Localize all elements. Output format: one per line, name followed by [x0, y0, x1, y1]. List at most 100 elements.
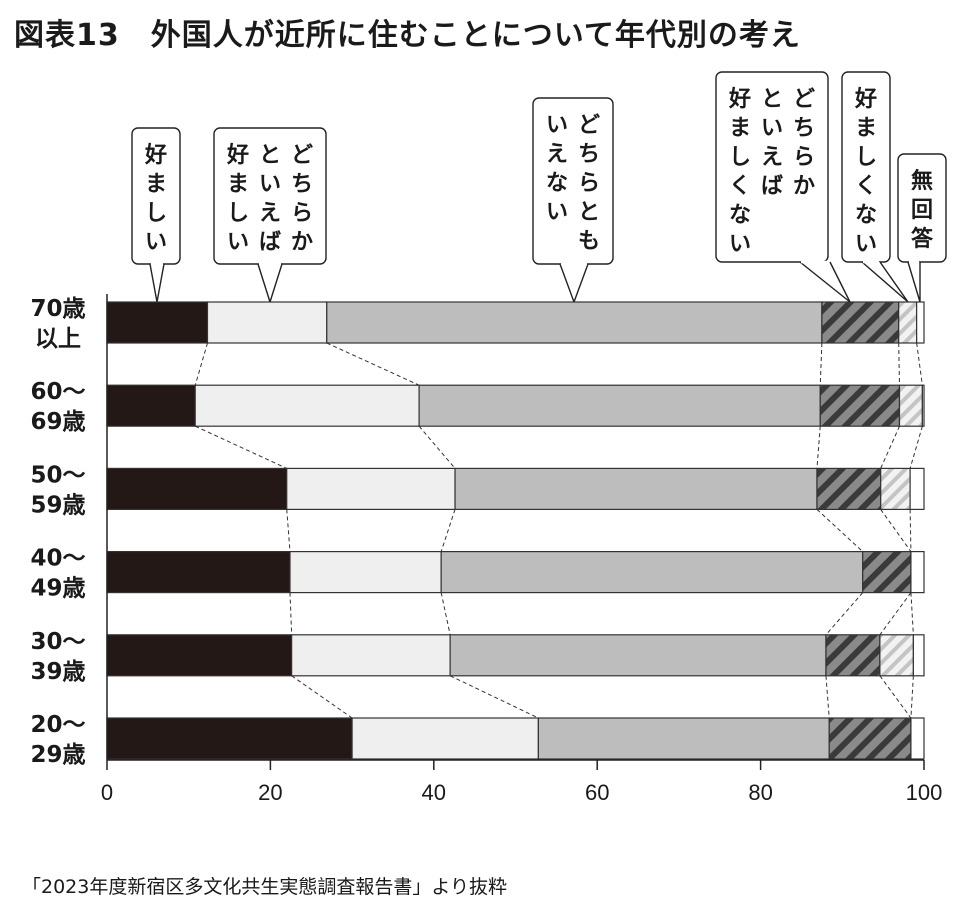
connector-line	[449, 675, 539, 719]
connector-line	[194, 342, 208, 386]
bar-segment	[825, 634, 881, 677]
callout-label: 好ましくない	[728, 86, 751, 257]
bar-segment	[106, 384, 196, 427]
bar-segment	[286, 467, 456, 510]
bar-segment	[418, 384, 821, 427]
bar-segment	[449, 634, 827, 677]
x-tick-label: 80	[748, 780, 772, 805]
connector-line	[825, 592, 864, 636]
connector-line	[879, 675, 912, 719]
connector-line	[418, 425, 456, 469]
category-label: 30〜 39歳	[30, 629, 85, 685]
callout-pointer	[559, 263, 589, 305]
connector-line	[909, 426, 923, 469]
legend-callout: 好ましい	[131, 127, 181, 303]
callout-label: 好ましい	[144, 142, 167, 255]
bar-row	[106, 467, 925, 510]
bar-segment	[194, 384, 420, 427]
callout-label: いえない	[546, 113, 568, 225]
callout-label: どちらか	[793, 87, 815, 199]
category-label: 20〜 29歳	[30, 712, 85, 768]
callout-label: 好ましくない	[854, 86, 877, 257]
bar-segment	[440, 550, 864, 594]
bar-segment	[819, 384, 901, 427]
connector-line	[816, 426, 821, 469]
connector-line	[880, 425, 900, 469]
source-note: 「2023年度新宿区多文化共生実態調査報告書」より抜粋	[22, 876, 507, 898]
connector-lines	[194, 342, 923, 719]
bar-segment	[289, 550, 442, 594]
callout-pointer	[861, 261, 909, 303]
connector-line	[916, 342, 923, 386]
connector-line	[898, 342, 900, 386]
bar-segment	[816, 467, 882, 510]
x-tick-label: 60	[585, 780, 609, 805]
bar-segment	[821, 301, 900, 344]
category-label: 50〜 59歳	[30, 462, 85, 518]
connector-line	[195, 425, 287, 469]
bar-segment	[909, 467, 925, 510]
connector-line	[879, 592, 912, 636]
bar-segment	[326, 301, 823, 344]
bar-segment	[898, 384, 923, 427]
bar-segment	[454, 467, 818, 510]
legend-callouts: 好ましいどちらかといえば好ましいどちらともいえないどちらかといえば好ましくない好…	[131, 71, 947, 305]
connector-line	[819, 342, 823, 386]
connector-line	[880, 509, 912, 552]
legend-callout: 好ましくない	[841, 71, 909, 303]
bar-segment	[862, 550, 912, 594]
bar-segment	[537, 717, 830, 760]
bar-row	[106, 634, 925, 677]
x-tick-label: 0	[101, 780, 113, 805]
category-label: 40〜 49歳	[30, 546, 85, 602]
callout-label: どちらとも	[578, 113, 600, 254]
bar-segment	[351, 717, 539, 760]
callout-box	[897, 153, 947, 263]
bar-segment	[106, 550, 291, 594]
connector-line	[910, 592, 914, 635]
connector-line	[289, 592, 293, 635]
callout-pointer	[799, 261, 851, 303]
callout-pointer	[149, 263, 165, 303]
bar-row	[106, 550, 925, 594]
bars	[106, 301, 925, 760]
callout-label: 好ましい	[226, 142, 249, 255]
bar-segment	[828, 717, 912, 760]
category-label: 70歳以上	[30, 296, 85, 352]
bar-segment	[106, 634, 293, 677]
bar-segment	[106, 717, 353, 760]
callout-pointer	[257, 263, 283, 305]
callout-box	[715, 71, 829, 263]
legend-callout: 無回答	[897, 153, 947, 303]
bar-segment	[910, 550, 925, 594]
bar-segment	[879, 634, 914, 677]
connector-line	[909, 509, 912, 552]
callout-label: 無回答	[911, 168, 934, 252]
bar-segment	[206, 301, 328, 344]
connector-line	[286, 509, 291, 552]
callout-label: どちらか	[291, 143, 313, 255]
connector-line	[291, 675, 353, 719]
x-axis: 0 20 40 60 80 100	[101, 294, 942, 805]
connector-line	[816, 509, 864, 552]
bar-row	[106, 717, 925, 760]
chart-title: 図表13 外国人が近所に住むことについて年代別の考え	[14, 18, 801, 53]
connector-line	[825, 675, 830, 719]
x-tick-label: 100	[906, 780, 943, 805]
callout-label: といえば	[259, 143, 281, 255]
connector-line	[910, 675, 914, 719]
bar-segment	[921, 384, 925, 427]
bar-row	[106, 384, 925, 427]
bar-segment	[106, 467, 288, 510]
connector-line	[326, 342, 420, 386]
x-tick-label: 40	[422, 780, 446, 805]
bar-segment	[106, 301, 209, 344]
category-labels: 70歳以上 60〜 69歳 50〜 59歳 40〜 49歳 30〜 39歳 20〜 29歳	[30, 296, 85, 768]
category-label: 60〜 69歳	[30, 379, 85, 435]
bar-segment	[291, 634, 451, 677]
x-tick-label: 20	[258, 780, 282, 805]
